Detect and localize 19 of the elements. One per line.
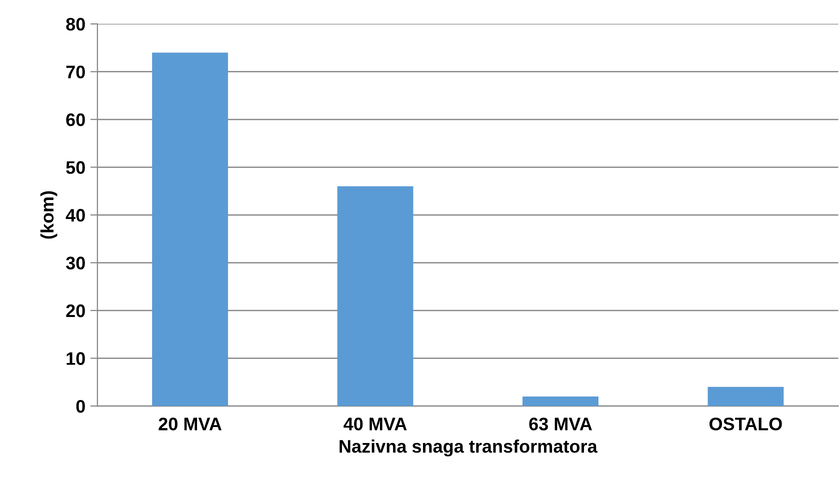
x-tick-label: OSTALO <box>710 418 782 430</box>
x-tick-label: 40 MVA <box>344 418 407 430</box>
bar <box>152 52 228 406</box>
y-tick-label: 50 <box>66 161 85 174</box>
y-tick-label: 20 <box>66 304 85 318</box>
y-axis-title: (kom) <box>40 191 58 239</box>
y-tick-label: 10 <box>66 352 85 365</box>
bar <box>522 396 598 406</box>
x-tick-label: 20 MVA <box>158 418 222 430</box>
x-tick-label: 63 MVA <box>529 418 592 430</box>
y-tick-label: 70 <box>66 66 85 78</box>
y-tick-label: 0 <box>76 400 85 413</box>
y-tick-label: 40 <box>66 208 85 222</box>
y-tick-label: 60 <box>66 113 85 126</box>
bar <box>708 386 784 406</box>
x-axis-title: Nazivna snaga transformatora <box>340 440 598 456</box>
y-tick-label: 80 <box>66 18 85 31</box>
bar <box>337 186 414 406</box>
y-tick-label: 30 <box>66 256 85 270</box>
